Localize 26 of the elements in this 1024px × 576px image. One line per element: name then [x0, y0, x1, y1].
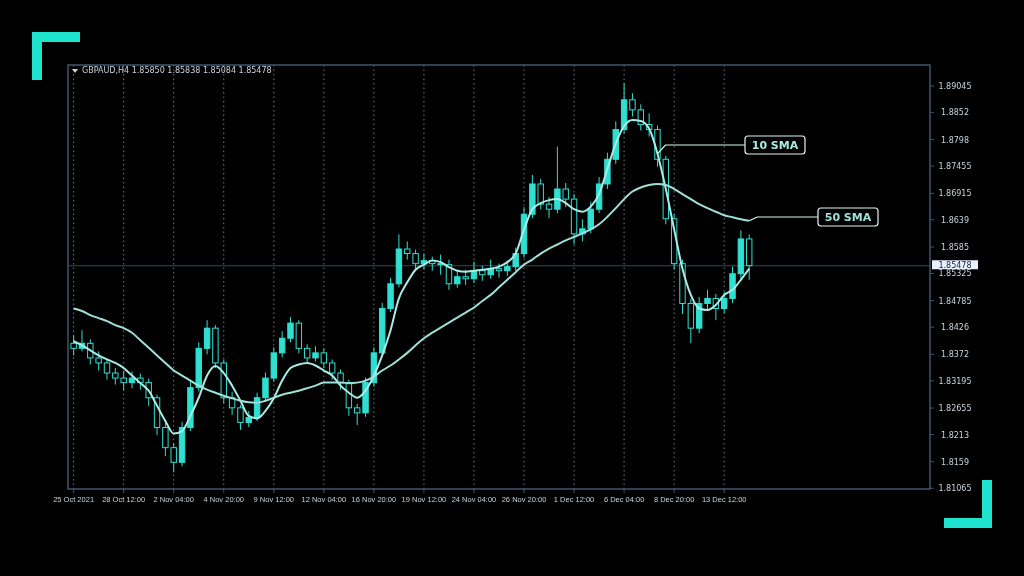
y-tick-label: 1.8372	[941, 350, 969, 360]
candlestick	[203, 319, 211, 355]
y-tick-label: 1.8585	[941, 243, 969, 252]
candlestick	[70, 334, 77, 356]
text: 50 SMA	[824, 211, 872, 224]
y-tick-label: 1.86915	[938, 189, 972, 199]
y-tick-label: 1.8852	[941, 108, 969, 118]
y-tick-label: 1.8639	[941, 215, 969, 225]
y-tick-label: 1.81065	[938, 484, 972, 494]
text: 10 SMA	[751, 139, 799, 152]
y-tick-label: 1.89045	[938, 81, 972, 91]
y-tick-label: 1.8426	[941, 323, 969, 333]
candlestick	[128, 371, 136, 389]
y-tick-label: 1.8213	[941, 430, 969, 440]
y-tick-label: 1.85325	[938, 269, 972, 279]
candlestick	[103, 358, 111, 381]
y-tick-label: 1.87455	[938, 162, 972, 172]
y-tick-label: 1.83195	[938, 376, 972, 386]
y-tick-label: 1.84785	[938, 296, 972, 306]
candlestick	[495, 263, 503, 279]
chart-title: GBPAUD,H4 1.85850 1.85838 1.85084 1.85478	[82, 66, 272, 75]
y-tick-label: 1.82655	[938, 404, 972, 414]
ref-line-label: 1.85478	[938, 260, 972, 270]
y-tick-label: 1.8798	[941, 135, 969, 145]
y-tick-label: 1.8159	[941, 457, 969, 467]
candlestick	[545, 196, 553, 219]
